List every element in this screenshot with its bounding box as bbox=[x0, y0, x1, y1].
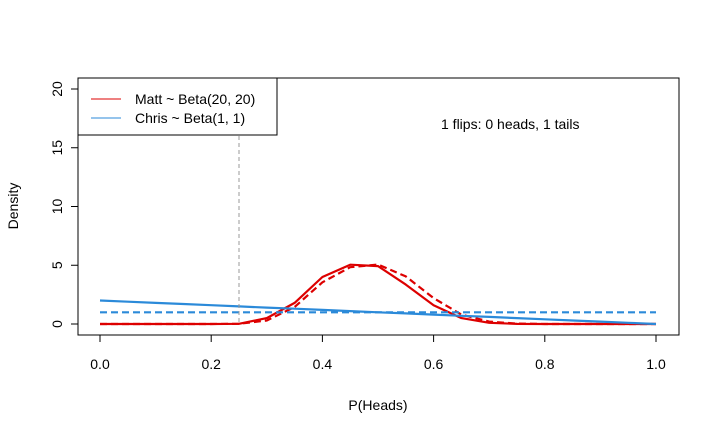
series-line-3-solid bbox=[99, 299, 657, 326]
x-tick-label: 1.0 bbox=[646, 356, 666, 372]
y-tick-label: 20 bbox=[49, 81, 65, 97]
x-tick-label: 0.8 bbox=[535, 356, 555, 372]
flip-annotation: 1 flips: 0 heads, 1 tails bbox=[441, 116, 580, 132]
legend: Matt ~ Beta(20, 20) Chris ~ Beta(1, 1) bbox=[77, 77, 278, 136]
x-tick-label: 0.6 bbox=[424, 356, 444, 372]
series-line-0-dashed bbox=[100, 263, 656, 326]
x-tick-label: 0.2 bbox=[201, 356, 221, 372]
y-axis-label: Density bbox=[5, 183, 21, 230]
y-tick-label: 0 bbox=[49, 320, 65, 328]
y-tick-label: 15 bbox=[49, 140, 65, 156]
legend-label-chris: Chris ~ Beta(1, 1) bbox=[135, 110, 245, 126]
y-tick-label: 5 bbox=[49, 261, 65, 269]
x-axis: 0.0 0.2 0.4 0.6 0.8 1.0 bbox=[90, 334, 666, 372]
y-tick-label: 10 bbox=[49, 199, 65, 215]
legend-label-matt: Matt ~ Beta(20, 20) bbox=[135, 91, 255, 107]
x-axis-label: P(Heads) bbox=[348, 397, 407, 413]
series-layer bbox=[99, 263, 657, 326]
x-tick-label: 0.4 bbox=[313, 356, 333, 372]
legend-box bbox=[77, 77, 278, 136]
series-line-1-solid bbox=[100, 263, 656, 326]
x-tick-label: 0.0 bbox=[90, 356, 110, 372]
y-axis: 0 5 10 15 20 bbox=[49, 81, 79, 328]
